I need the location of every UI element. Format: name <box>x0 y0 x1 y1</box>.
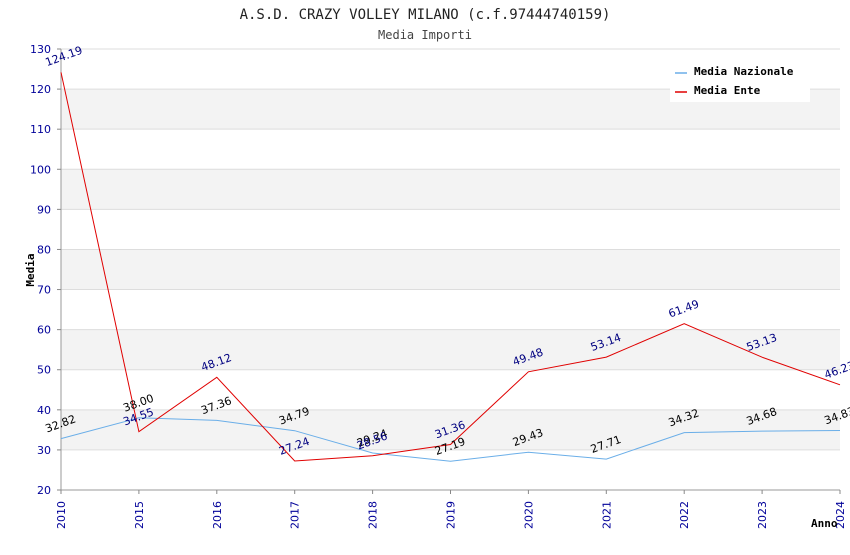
x-axis-ticks: 2010 2015 2016 2017 2018 2019 2020 2021 2022 2023… <box>55 490 847 529</box>
y-tick-label: 100 <box>30 163 51 176</box>
grid-band <box>61 129 840 170</box>
grid-band <box>61 449 840 490</box>
grid-band <box>61 409 840 450</box>
grid-band <box>61 329 840 370</box>
grid-band <box>61 209 840 250</box>
x-tick-label: 2023 <box>756 501 769 529</box>
series-line-media-ente <box>60 72 841 462</box>
x-tick-label: 2015 <box>133 501 146 529</box>
x-tick-label: 2020 <box>522 501 535 529</box>
grid-band <box>61 289 840 330</box>
x-tick-label: 2019 <box>445 501 458 529</box>
y-tick-label: 20 <box>37 484 51 497</box>
x-axis-label: Anno <box>811 517 838 530</box>
y-tick-label: 30 <box>37 444 51 457</box>
y-tick-label: 120 <box>30 83 51 96</box>
y-tick-label: 110 <box>30 123 51 136</box>
y-tick-label: 70 <box>37 284 51 297</box>
legend: Media Nazionale Media Ente <box>670 60 810 102</box>
x-tick-label: 2016 <box>211 501 224 529</box>
legend-label-media-nazionale: Media Nazionale <box>694 65 794 78</box>
series-line-media-nazionale <box>60 417 841 462</box>
y-axis-ticks: 20 30 40 50 60 70 80 90 100 110 120 130 <box>30 43 61 497</box>
y-tick-label: 90 <box>37 203 51 216</box>
x-tick-label: 2018 <box>367 501 380 529</box>
grid-band <box>61 169 840 210</box>
legend-box <box>670 60 810 102</box>
y-tick-label: 40 <box>37 404 51 417</box>
chart-subtitle: Media Importi <box>378 28 472 42</box>
x-tick-label: 2022 <box>678 501 691 529</box>
grid-band <box>61 249 840 290</box>
y-axis-label: Media <box>24 253 37 286</box>
y-tick-label: 60 <box>37 324 51 337</box>
grid-band <box>61 369 840 410</box>
y-tick-label: 130 <box>30 43 51 56</box>
series-lines <box>60 72 841 462</box>
x-tick-label: 2010 <box>55 501 68 529</box>
chart-title: A.S.D. CRAZY VOLLEY MILANO (c.f.97444740… <box>240 7 611 23</box>
x-tick-label: 2017 <box>289 501 302 529</box>
grid-bands <box>61 49 840 490</box>
y-tick-label: 80 <box>37 243 51 256</box>
legend-label-media-ente: Media Ente <box>694 84 761 97</box>
y-tick-label: 50 <box>37 364 51 377</box>
x-tick-label: 2021 <box>600 501 613 529</box>
x-tick-label: 2024 <box>834 501 847 529</box>
